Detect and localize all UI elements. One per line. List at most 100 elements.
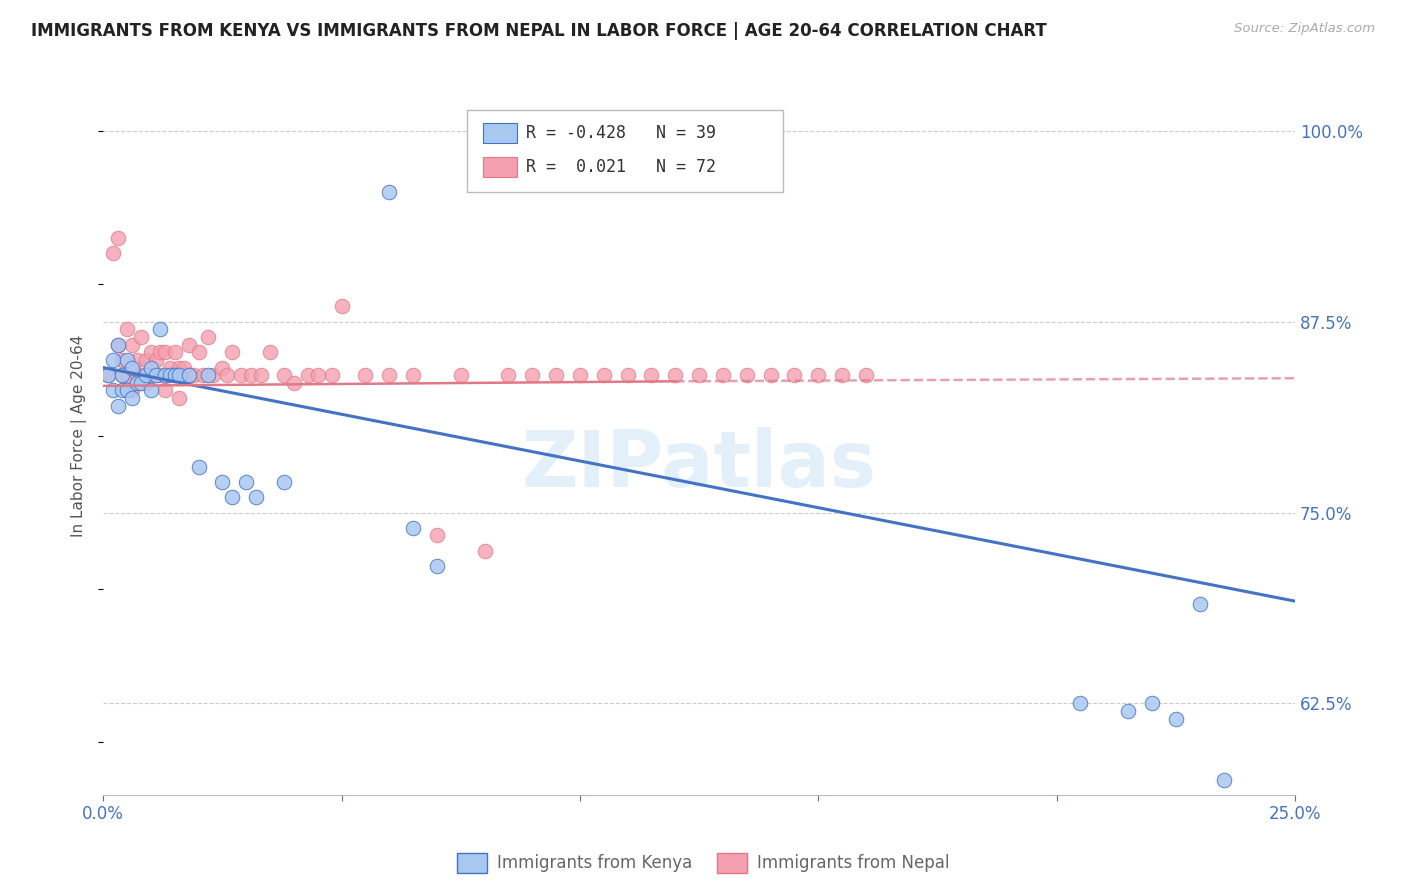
- Point: [249, 368, 271, 383]
- Point: [474, 543, 496, 558]
- Point: [153, 345, 176, 359]
- Y-axis label: In Labor Force | Age 20-64: In Labor Force | Age 20-64: [72, 335, 87, 538]
- Point: [664, 368, 686, 383]
- Point: [378, 185, 401, 199]
- Text: ZIPatlas: ZIPatlas: [522, 427, 876, 503]
- Bar: [484, 157, 517, 178]
- Point: [197, 330, 219, 344]
- Point: [169, 360, 191, 375]
- Point: [163, 368, 186, 383]
- Point: [283, 376, 305, 390]
- Point: [217, 368, 239, 383]
- Point: [107, 337, 129, 351]
- Text: R =  0.021   N = 72: R = 0.021 N = 72: [526, 158, 716, 176]
- Point: [522, 368, 544, 383]
- Point: [211, 360, 233, 375]
- Point: [568, 368, 591, 383]
- Point: [131, 330, 153, 344]
- Point: [115, 352, 138, 367]
- Point: [121, 360, 143, 375]
- Point: [197, 368, 219, 383]
- Point: [1164, 712, 1187, 726]
- Legend: Immigrants from Kenya, Immigrants from Nepal: Immigrants from Kenya, Immigrants from N…: [450, 847, 956, 880]
- Point: [153, 368, 176, 383]
- Point: [115, 384, 138, 398]
- Point: [149, 345, 172, 359]
- Point: [177, 368, 200, 383]
- Point: [145, 352, 167, 367]
- Point: [159, 360, 181, 375]
- Point: [640, 368, 662, 383]
- Point: [177, 368, 200, 383]
- Point: [107, 231, 129, 245]
- Point: [1069, 697, 1091, 711]
- Point: [125, 376, 148, 390]
- Point: [107, 337, 129, 351]
- Text: IMMIGRANTS FROM KENYA VS IMMIGRANTS FROM NEPAL IN LABOR FORCE | AGE 20-64 CORREL: IMMIGRANTS FROM KENYA VS IMMIGRANTS FROM…: [31, 22, 1046, 40]
- Point: [115, 368, 138, 383]
- Point: [135, 368, 157, 383]
- Point: [1188, 597, 1211, 611]
- FancyBboxPatch shape: [467, 110, 783, 193]
- Point: [121, 337, 143, 351]
- Point: [307, 368, 329, 383]
- Point: [235, 475, 257, 489]
- Point: [159, 368, 181, 383]
- Point: [735, 368, 758, 383]
- Point: [139, 345, 162, 359]
- Point: [135, 376, 157, 390]
- Point: [169, 368, 191, 383]
- Point: [139, 384, 162, 398]
- Point: [169, 391, 191, 405]
- Point: [450, 368, 472, 383]
- Point: [402, 521, 425, 535]
- Point: [688, 368, 710, 383]
- Point: [111, 352, 134, 367]
- Point: [121, 384, 143, 398]
- Point: [831, 368, 853, 383]
- Point: [426, 559, 449, 574]
- Point: [145, 368, 167, 383]
- Point: [245, 491, 267, 505]
- Point: [211, 475, 233, 489]
- Point: [1140, 697, 1163, 711]
- Point: [111, 368, 134, 383]
- Point: [498, 368, 520, 383]
- Point: [101, 246, 124, 260]
- Point: [807, 368, 830, 383]
- Point: [177, 337, 200, 351]
- Point: [139, 368, 162, 383]
- Bar: [484, 123, 517, 143]
- Point: [149, 368, 172, 383]
- Point: [111, 368, 134, 383]
- Point: [149, 322, 172, 336]
- Point: [855, 368, 877, 383]
- Point: [121, 391, 143, 405]
- Point: [97, 368, 120, 383]
- Point: [273, 475, 295, 489]
- Point: [221, 345, 243, 359]
- Point: [111, 384, 134, 398]
- Point: [131, 368, 153, 383]
- Point: [354, 368, 377, 383]
- Point: [759, 368, 782, 383]
- Point: [1116, 704, 1139, 718]
- Point: [163, 368, 186, 383]
- Point: [193, 368, 215, 383]
- Point: [125, 368, 148, 383]
- Point: [101, 384, 124, 398]
- Point: [187, 459, 209, 474]
- Point: [135, 352, 157, 367]
- Point: [139, 360, 162, 375]
- Point: [131, 376, 153, 390]
- Point: [321, 368, 343, 383]
- Point: [115, 322, 138, 336]
- Text: R = -0.428   N = 39: R = -0.428 N = 39: [526, 124, 716, 142]
- Point: [231, 368, 253, 383]
- Point: [783, 368, 806, 383]
- Point: [240, 368, 263, 383]
- Point: [97, 368, 120, 383]
- Point: [426, 528, 449, 542]
- Point: [153, 384, 176, 398]
- Point: [125, 352, 148, 367]
